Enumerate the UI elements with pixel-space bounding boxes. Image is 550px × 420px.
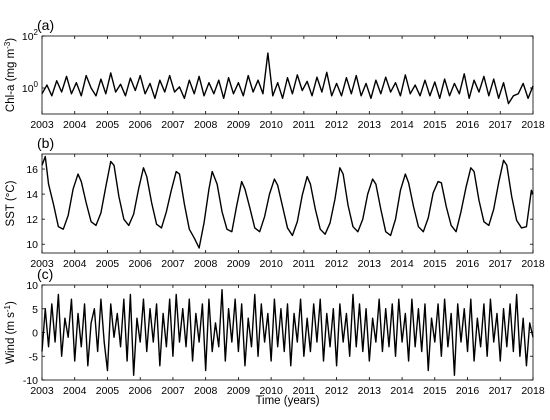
panel-1-x-tick-label: 2009 — [227, 258, 251, 270]
panel-0-x-tick-label: 2017 — [489, 119, 513, 131]
panel-0-label: (a) — [37, 17, 54, 33]
panel-0-x-tick-label: 2016 — [456, 119, 480, 131]
panel-0-x-tick-label: 2010 — [259, 119, 283, 131]
panel-2-x-tick-label: 2008 — [194, 385, 218, 397]
panel-1-x-tick-label: 2015 — [423, 258, 447, 270]
panel-2-y-tick-label: 5 — [32, 304, 38, 316]
panel-1-x-tick-label: 2017 — [489, 258, 513, 270]
y-axis-title-main: SST (°C) — [5, 180, 17, 226]
y-tick-exponent: 0 — [34, 80, 39, 89]
panel-2-x-tick-label: 2014 — [390, 385, 414, 397]
panel-1-series-line — [41, 155, 534, 249]
panel-0-x-tick-label: 2012 — [325, 119, 349, 131]
panel-1-x-tick-label: 2004 — [63, 258, 87, 270]
panel-2-x-tick-label: 2010 — [259, 385, 283, 397]
panel-1-x-tick-label: 2018 — [521, 258, 545, 270]
panel-0-x-tick-label: 2006 — [129, 119, 153, 131]
panel-0-y-tick-label: 100 — [22, 80, 39, 95]
panel-0-x-tick-label: 2007 — [161, 119, 185, 131]
panel-1-y-axis-title: SST (°C) — [5, 180, 17, 226]
panel-0-x-tick-label: 2004 — [63, 119, 87, 131]
panel-0-x-tick-label: 2008 — [194, 119, 218, 131]
panel-0-x-tick-label: 2005 — [96, 119, 120, 131]
panel-2-x-tick-label: 2013 — [358, 385, 382, 397]
y-tick-base: 10 — [22, 83, 34, 95]
panel-0-y-axis-title: Chl-a (mg m-3) — [3, 38, 17, 112]
panel-1-label: (b) — [37, 135, 54, 151]
y-axis-title-superscript: -1 — [3, 304, 12, 312]
panel-2-x-tick-label: 2007 — [161, 385, 185, 397]
panel-2-y-tick-label: -5 — [29, 351, 38, 363]
panel-2-y-tick-label: -10 — [23, 375, 38, 387]
panel-2-x-tick-label: 2009 — [227, 385, 251, 397]
panel-2-x-tick-label: 2016 — [456, 385, 480, 397]
panel-1-x-tick-label: 2003 — [30, 258, 54, 270]
y-axis-title-close: ) — [5, 38, 17, 42]
panel-1-x-tick-label: 2007 — [161, 258, 185, 270]
panel-1-y-tick-label: 12 — [26, 214, 38, 226]
panel-2-x-tick-label: 2015 — [423, 385, 447, 397]
y-axis-title-superscript: -3 — [3, 41, 12, 49]
panel-1-y-tick-label: 14 — [26, 189, 38, 201]
panel-1-y-tick-label: 10 — [26, 239, 38, 251]
panel-0-x-tick-label: 2003 — [30, 119, 54, 131]
panel-2-y-tick-label: 0 — [32, 328, 38, 340]
y-axis-title-main: Chl-a (mg m — [5, 49, 17, 112]
panel-1-x-tick-label: 2013 — [358, 258, 382, 270]
y-axis-title-close: ) — [5, 301, 17, 305]
y-tick-base: 10 — [22, 31, 34, 43]
panel-0-x-tick-label: 2011 — [293, 119, 316, 131]
panel-1-x-tick-label: 2011 — [293, 258, 316, 270]
y-axis-title-main: Wind (m s — [5, 312, 17, 364]
panel-1-y-tick-label: 16 — [26, 164, 38, 176]
panel-1-x-tick-label: 2008 — [194, 258, 218, 270]
panel-1-x-tick-label: 2010 — [259, 258, 283, 270]
panel-1-axes-box — [41, 153, 534, 254]
panel-2-x-tick-label: 2017 — [489, 385, 513, 397]
panel-2-series-line — [41, 289, 534, 376]
panel-2-x-tick-label: 2006 — [129, 385, 153, 397]
panel-2-x-tick-label: 2012 — [325, 385, 349, 397]
panel-2-label: (c) — [37, 266, 53, 282]
panel-2-x-tick-label: 2004 — [63, 385, 87, 397]
panel-0-series-line — [41, 52, 534, 105]
panel-0-x-tick-label: 2009 — [227, 119, 251, 131]
panel-0-y-tick-label: 102 — [22, 28, 39, 43]
panel-2-x-tick-label: 2003 — [30, 385, 54, 397]
panel-2-axes-box — [41, 284, 534, 381]
panel-2-y-axis-title: Wind (m s-1) — [3, 301, 17, 364]
panel-2-x-tick-label: 2005 — [96, 385, 120, 397]
panel-2-x-tick-label: 2011 — [293, 385, 316, 397]
y-tick-exponent: 2 — [34, 28, 39, 37]
panel-0-x-tick-label: 2015 — [423, 119, 447, 131]
panel-1-x-tick-label: 2005 — [96, 258, 120, 270]
panel-0-x-tick-label: 2018 — [521, 119, 545, 131]
x-axis-title: Time (years) — [255, 395, 319, 407]
panel-2-x-tick-label: 2018 — [521, 385, 545, 397]
panel-1-x-tick-label: 2006 — [129, 258, 153, 270]
panel-0-x-tick-label: 2013 — [358, 119, 382, 131]
panel-2-y-tick-label: 10 — [26, 280, 38, 292]
panel-1-x-tick-label: 2014 — [390, 258, 414, 270]
panel-1-x-tick-label: 2016 — [456, 258, 480, 270]
panel-0-axes-box — [41, 35, 534, 115]
panel-0-x-tick-label: 2014 — [390, 119, 414, 131]
panel-1-x-tick-label: 2012 — [325, 258, 349, 270]
